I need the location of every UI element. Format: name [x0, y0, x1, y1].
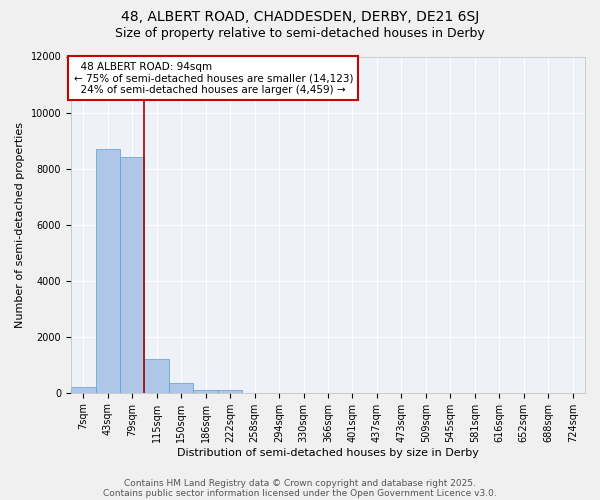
X-axis label: Distribution of semi-detached houses by size in Derby: Distribution of semi-detached houses by …: [177, 448, 479, 458]
Text: 48 ALBERT ROAD: 94sqm
← 75% of semi-detached houses are smaller (14,123)
  24% o: 48 ALBERT ROAD: 94sqm ← 75% of semi-deta…: [74, 62, 353, 94]
Bar: [95, 149, 120, 392]
Text: Contains HM Land Registry data © Crown copyright and database right 2025.: Contains HM Land Registry data © Crown c…: [124, 478, 476, 488]
Text: 48, ALBERT ROAD, CHADDESDEN, DERBY, DE21 6SJ: 48, ALBERT ROAD, CHADDESDEN, DERBY, DE21…: [121, 10, 479, 24]
Bar: [218, 390, 242, 392]
Bar: [169, 383, 193, 392]
Y-axis label: Number of semi-detached properties: Number of semi-detached properties: [15, 122, 25, 328]
Bar: [120, 158, 145, 392]
Bar: [145, 359, 169, 392]
Text: Contains public sector information licensed under the Open Government Licence v3: Contains public sector information licen…: [103, 488, 497, 498]
Text: Size of property relative to semi-detached houses in Derby: Size of property relative to semi-detach…: [115, 28, 485, 40]
Bar: [193, 390, 218, 392]
Bar: [71, 387, 95, 392]
